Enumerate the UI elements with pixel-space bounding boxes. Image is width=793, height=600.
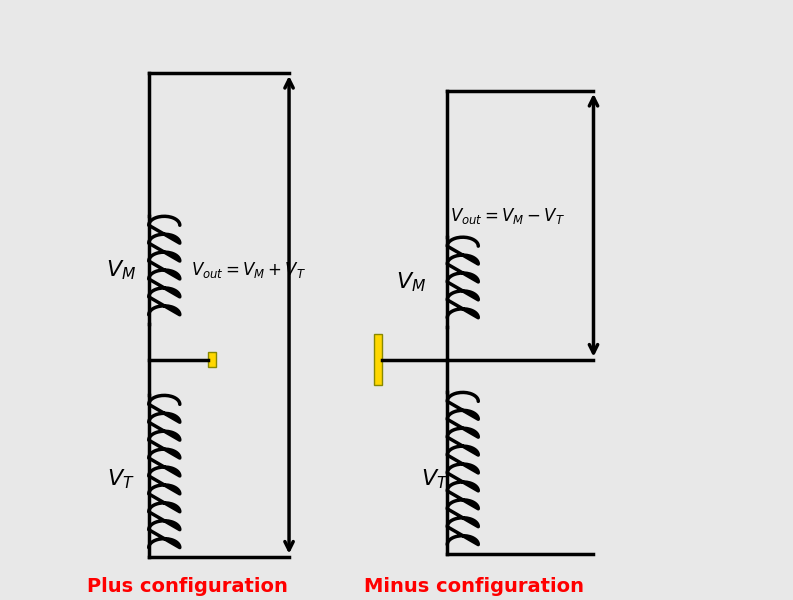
Text: $V_{out} = V_M- V_T$: $V_{out} = V_M- V_T$ <box>450 206 565 226</box>
Text: Plus configuration: Plus configuration <box>87 577 288 596</box>
Text: $V_M$: $V_M$ <box>105 258 136 282</box>
Text: $V_{out} = V_M+ V_T$: $V_{out} = V_M+ V_T$ <box>190 260 305 280</box>
Text: $V_T$: $V_T$ <box>421 467 449 491</box>
Text: $V_M$: $V_M$ <box>396 270 427 294</box>
Text: $V_T$: $V_T$ <box>107 467 135 491</box>
FancyBboxPatch shape <box>374 334 381 385</box>
Text: Minus configuration: Minus configuration <box>364 577 584 596</box>
FancyBboxPatch shape <box>209 352 216 367</box>
